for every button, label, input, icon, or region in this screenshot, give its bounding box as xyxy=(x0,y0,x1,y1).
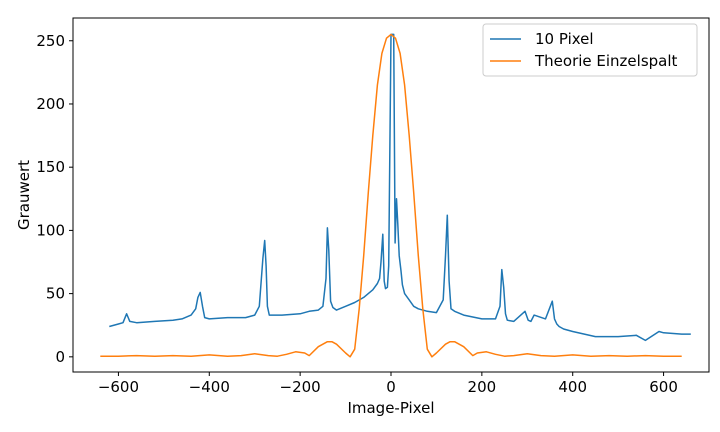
x-tick-label: 0 xyxy=(386,378,396,396)
y-tick-label: 250 xyxy=(36,32,65,50)
y-tick-label: 0 xyxy=(55,348,65,366)
x-tick-label: 600 xyxy=(649,378,678,396)
x-axis: −600 −400 −200 0 200 400 600 xyxy=(98,372,678,396)
y-axis: 0 50 100 150 200 250 xyxy=(36,32,73,366)
x-tick-label: 200 xyxy=(468,378,497,396)
x-tick-label: −600 xyxy=(98,378,139,396)
legend-label-series-1: 10 Pixel xyxy=(535,30,594,48)
series-layer xyxy=(100,33,691,358)
x-tick-label: 400 xyxy=(558,378,587,396)
series-line-2 xyxy=(100,33,682,358)
y-tick-label: 50 xyxy=(46,285,65,303)
x-tick-label: −200 xyxy=(280,378,321,396)
legend-box xyxy=(482,23,698,77)
x-axis-label: Image-Pixel xyxy=(347,399,434,417)
legend-label-series-2: Theorie Einzelspalt xyxy=(534,52,678,70)
series-line-1 xyxy=(109,33,691,342)
legend: 10 Pixel Theorie Einzelspalt xyxy=(482,23,698,77)
y-tick-label: 200 xyxy=(36,95,65,113)
x-tick-label: −400 xyxy=(189,378,230,396)
y-tick-label: 100 xyxy=(36,221,65,239)
y-axis-label: Grauwert xyxy=(15,160,33,230)
y-tick-label: 150 xyxy=(36,158,65,176)
